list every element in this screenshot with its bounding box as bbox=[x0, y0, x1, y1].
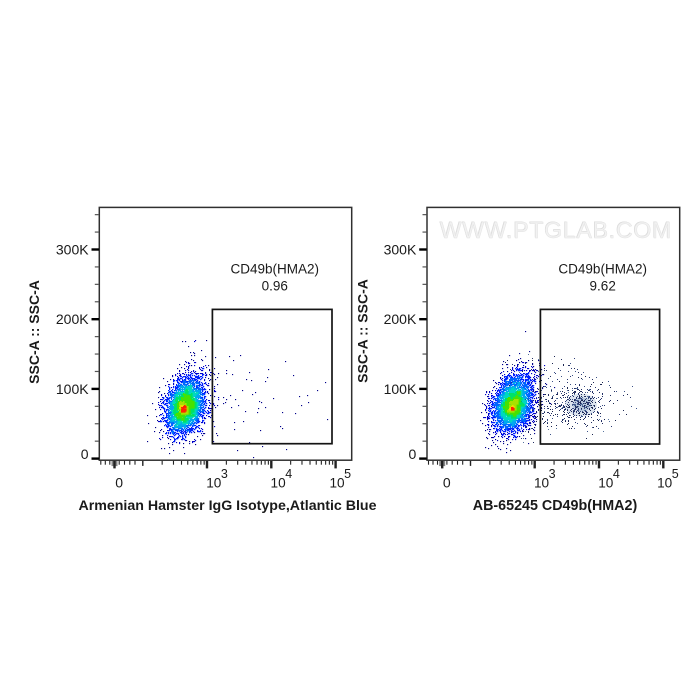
svg-text:100K: 100K bbox=[56, 381, 89, 397]
svg-text:10: 10 bbox=[598, 475, 614, 490]
svg-text:300K: 300K bbox=[384, 242, 417, 258]
svg-text:0: 0 bbox=[443, 474, 451, 490]
svg-text:0: 0 bbox=[409, 446, 417, 462]
svg-text:CD49b(HMA2): CD49b(HMA2) bbox=[558, 261, 647, 276]
svg-text:200K: 200K bbox=[384, 311, 417, 327]
svg-text:SSC-A :: SSC-A: SSC-A :: SSC-A bbox=[26, 280, 42, 384]
svg-text:0.96: 0.96 bbox=[262, 279, 288, 294]
svg-text:WWW.PTGLAB.COM: WWW.PTGLAB.COM bbox=[440, 217, 672, 243]
svg-text:5: 5 bbox=[344, 467, 351, 481]
svg-text:300K: 300K bbox=[56, 242, 89, 258]
svg-text:Armenian Hamster IgG Isotype,A: Armenian Hamster IgG Isotype,Atlantic Bl… bbox=[78, 498, 376, 514]
svg-text:CD49b(HMA2): CD49b(HMA2) bbox=[231, 261, 320, 276]
svg-text:5: 5 bbox=[672, 467, 679, 481]
svg-text:4: 4 bbox=[613, 467, 620, 481]
svg-text:10: 10 bbox=[271, 475, 287, 490]
svg-text:SSC-A :: SSC-A: SSC-A :: SSC-A bbox=[355, 279, 371, 383]
svg-text:WWW.PTGLAB.COM: WWW.PTGLAB.COM bbox=[441, 218, 673, 244]
svg-text:10: 10 bbox=[329, 475, 345, 490]
svg-text:3: 3 bbox=[221, 467, 228, 481]
svg-text:10: 10 bbox=[534, 475, 550, 490]
svg-text:AB-65245 CD49b(HMA2): AB-65245 CD49b(HMA2) bbox=[473, 498, 638, 514]
svg-text:4: 4 bbox=[285, 467, 292, 481]
svg-text:WWW.PTGLAB.COM: WWW.PTGLAB.COM bbox=[439, 216, 671, 242]
svg-text:3: 3 bbox=[549, 467, 556, 481]
svg-text:10: 10 bbox=[657, 475, 673, 490]
svg-text:9.62: 9.62 bbox=[590, 279, 616, 294]
svg-text:200K: 200K bbox=[56, 311, 89, 327]
svg-text:0: 0 bbox=[115, 474, 123, 490]
svg-text:10: 10 bbox=[206, 475, 222, 490]
svg-text:100K: 100K bbox=[384, 381, 417, 397]
svg-text:0: 0 bbox=[81, 446, 89, 462]
